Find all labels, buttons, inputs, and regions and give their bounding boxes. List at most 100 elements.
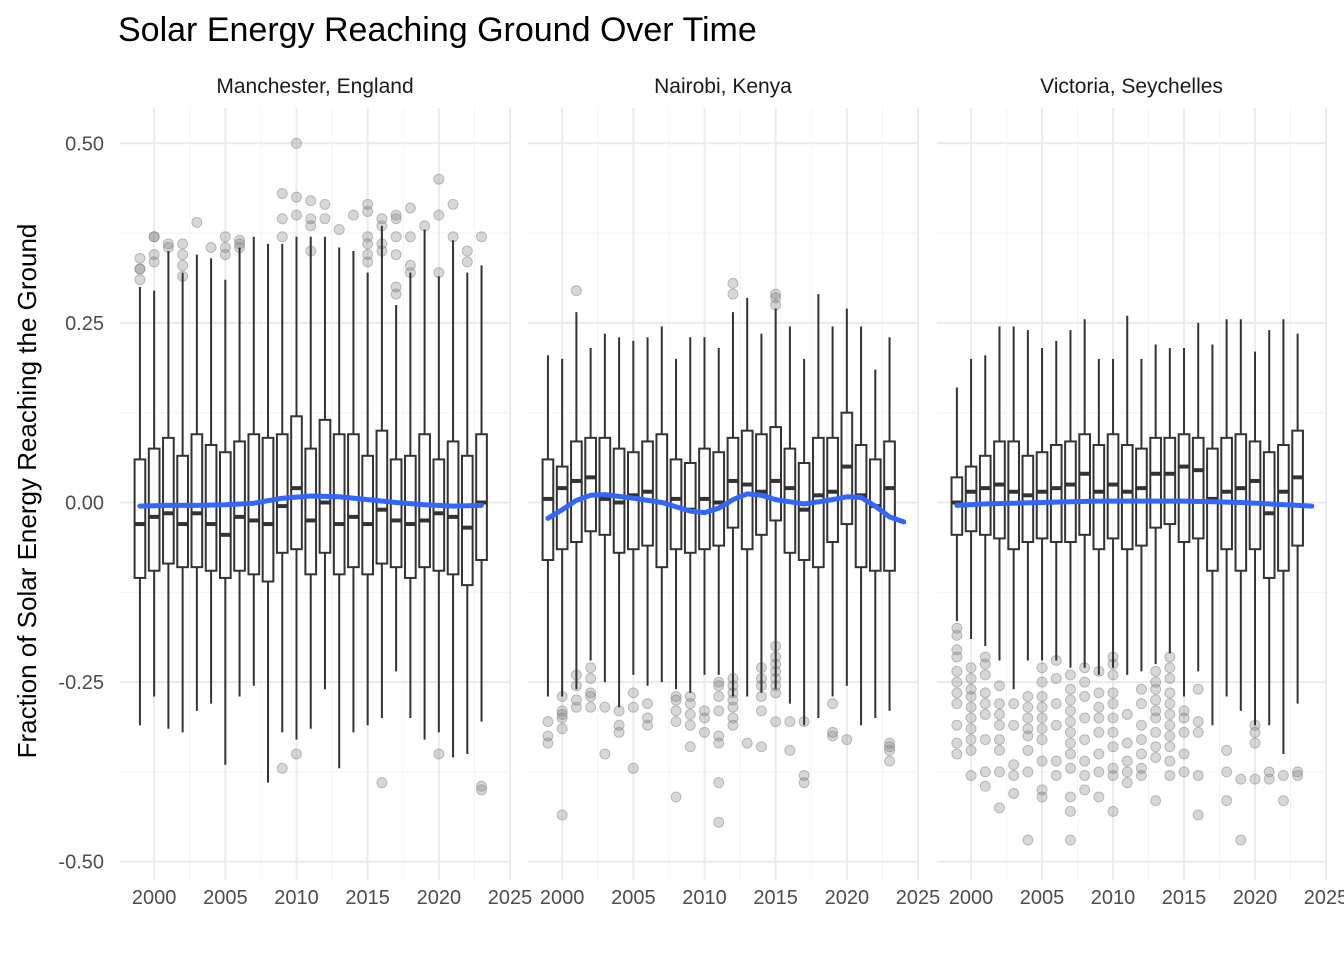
outlier-point [1022,730,1034,742]
outlier-point [276,213,288,225]
outlier-point [993,744,1005,756]
box-2006 [233,247,246,697]
outlier-point [290,137,302,149]
outlier-point [1249,726,1261,738]
outlier-point [1093,712,1105,724]
outlier-point [951,698,963,710]
box-2002 [176,272,189,733]
outlier-point [1008,787,1020,799]
x-tick-label: 2025 [896,887,941,909]
outlier-point [670,690,682,702]
outlier-point [177,249,189,261]
outlier-point [884,741,896,753]
box-2014 [755,333,768,693]
outlier-point [1164,730,1176,742]
outlier-point [979,687,991,699]
box-2021 [446,240,460,758]
outlier-point [1150,712,1162,724]
outlier-point [376,777,388,789]
outlier-point [1121,766,1133,778]
outlier-point [770,299,782,311]
x-tick-label: 2000 [132,887,177,909]
outlier-point [670,694,682,706]
outlier-point [727,288,739,300]
outlier-point [1036,723,1048,735]
box-2006 [1049,340,1063,661]
box-2000 [964,358,978,639]
box-2019 [418,229,431,740]
outlier-point [1008,759,1020,771]
outlier-point [684,708,696,720]
y-tick-label: -0.25 [58,672,104,694]
x-tick-label: 2020 [825,887,870,909]
box-2010 [1106,358,1120,668]
facet-panel: Manchester, England 2000 2005 2010 2015 2020 2… [120,75,532,909]
box-2004 [612,337,626,708]
outlier-point [1150,705,1162,717]
outlier-point [965,701,977,713]
outlier-point [1036,784,1048,796]
y-tick-label: -0.50 [58,852,104,874]
outlier-point [570,701,582,713]
y-axis-title: Fraction of Solar Energy Reaching the Gr… [12,224,42,759]
box-2009 [683,337,697,693]
outlier-point [979,651,991,663]
box-iqr [993,440,1006,540]
box-iqr [854,444,868,569]
outlier-point [305,195,317,207]
outlier-point [585,662,597,674]
box-2015 [769,308,783,690]
outlier-point [1164,719,1176,731]
outlier-point [979,669,991,681]
outlier-point [698,705,710,717]
box-2019 [826,326,839,697]
box-2016 [1191,322,1205,672]
box-2017 [1206,344,1219,726]
outlier-point [390,249,402,261]
outlier-point [390,281,402,293]
outlier-point [1079,769,1091,781]
outlier-point [755,690,767,702]
outlier-point [798,777,810,789]
outlier-point [177,238,189,250]
outlier-point [1178,766,1190,778]
outlier-point [585,690,597,702]
outlier-point [713,777,725,789]
outlier-point [1121,777,1133,789]
box-iqr [883,440,896,572]
outlier-point [542,716,554,728]
box-2013 [1149,344,1162,665]
x-tick-label: 2005 [1020,887,1065,909]
outlier-point [1036,701,1048,713]
outlier-point [1135,719,1147,731]
outlier-point [670,791,682,803]
outlier-point [177,259,189,271]
smooth-trend-line [137,493,484,509]
outlier-point [993,802,1005,814]
facet-panel: Nairobi, Kenya 2000 2005 2010 2015 2020 2025 [528,75,940,909]
outlier-point [713,816,725,828]
smooth-trend-line [545,491,907,525]
box-2007 [247,236,261,686]
outlier-point [1121,737,1133,749]
outlier-point [1093,687,1105,699]
outlier-point [1079,712,1091,724]
outlier-point [1036,676,1048,688]
outlier-point [1164,651,1176,663]
outlier-point [1022,690,1034,702]
outlier-point [684,741,696,753]
box-2008 [261,243,275,783]
box-iqr [755,433,768,536]
outlier-point [134,263,146,275]
outlier-point [770,716,782,728]
outlier-point [585,687,597,699]
outlier-point [841,734,853,746]
outlier-point [1192,683,1204,695]
outlier-point [276,762,288,774]
outlier-point [1178,748,1190,760]
outlier-point [965,734,977,746]
outlier-point [1079,676,1091,688]
outlier-point [713,676,725,688]
outlier-point [727,712,739,724]
